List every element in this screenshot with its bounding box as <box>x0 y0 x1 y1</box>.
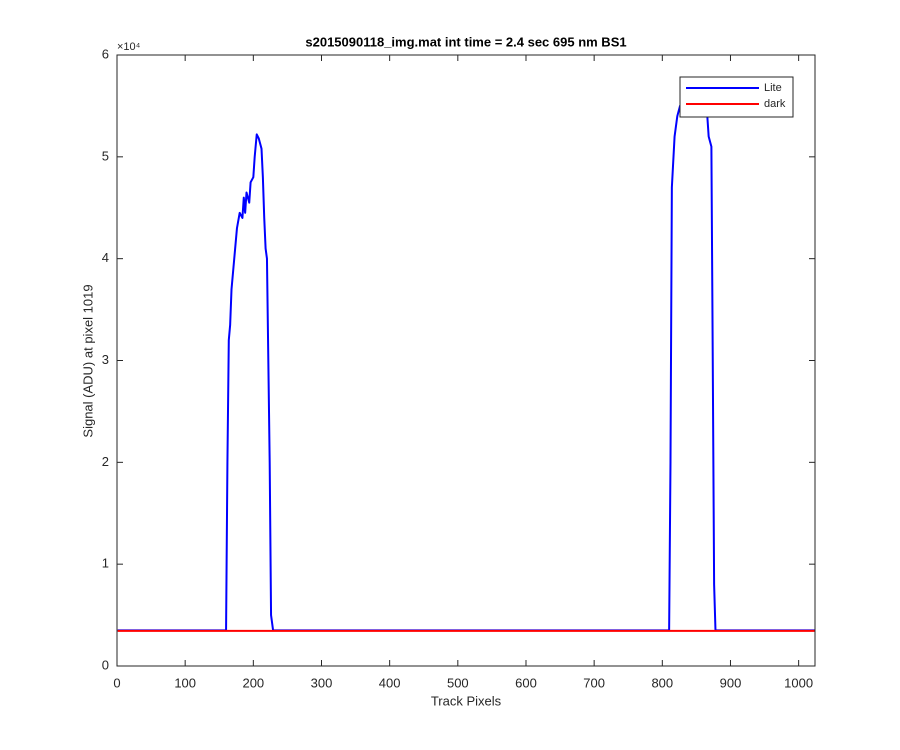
x-tick-label: 0 <box>113 675 120 690</box>
x-axis-label: Track Pixels <box>431 693 502 708</box>
y-tick-label: 6 <box>102 46 109 61</box>
x-tick-label: 1000 <box>784 675 813 690</box>
chart-title: s2015090118_img.mat int time = 2.4 sec 6… <box>305 34 626 49</box>
legend-box <box>679 76 794 118</box>
legend-label: Lite <box>764 82 782 94</box>
y-tick-label: 0 <box>102 657 109 672</box>
y-tick-label: 4 <box>102 250 109 265</box>
y-tick-label: 1 <box>102 556 109 571</box>
x-tick-label: 500 <box>447 675 469 690</box>
legend-label: dark <box>764 98 786 110</box>
x-tick-label: 900 <box>720 675 742 690</box>
x-tick-label: 700 <box>583 675 605 690</box>
y-tick-label: 3 <box>102 352 109 367</box>
y-tick-label: 2 <box>102 454 109 469</box>
y-tick-label: 5 <box>102 148 109 163</box>
x-tick-label: 100 <box>174 675 196 690</box>
x-tick-label: 300 <box>311 675 333 690</box>
x-tick-label: 400 <box>379 675 401 690</box>
y-axis-label: Signal (ADU) at pixel 1019 <box>80 284 95 437</box>
x-tick-label: 600 <box>515 675 537 690</box>
plot-frame <box>116 54 816 667</box>
y-multiplier: ×10⁴ <box>117 41 141 53</box>
x-tick-label: 200 <box>242 675 264 690</box>
x-tick-label: 800 <box>651 675 673 690</box>
